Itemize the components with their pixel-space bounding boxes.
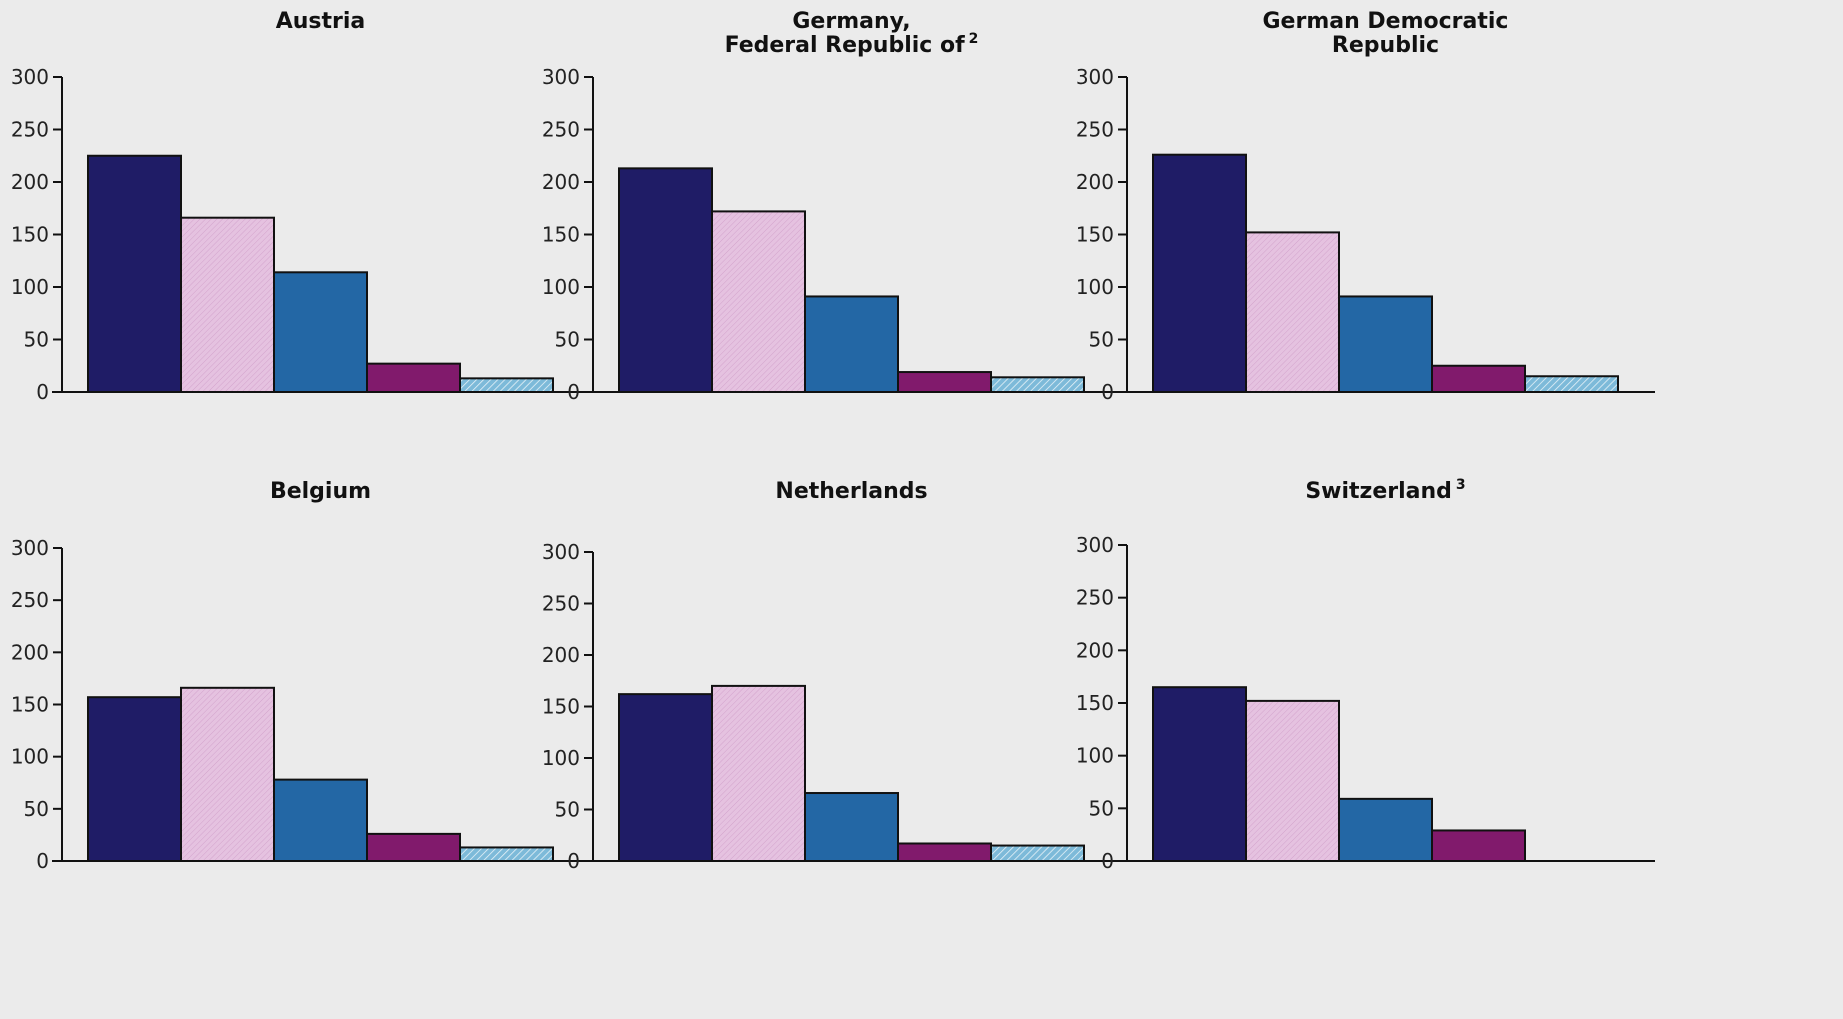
y-tick-label: 0: [567, 849, 580, 873]
y-tick-label: 200: [1076, 638, 1114, 662]
y-tick-label: 0: [567, 380, 580, 404]
bar-category-3: [804, 792, 899, 863]
chart-title-line-2: Republic: [1332, 33, 1439, 58]
chart-title: German Democratic: [1263, 9, 1509, 34]
chart-title: Belgium: [270, 479, 371, 504]
y-tick-label: 150: [11, 693, 49, 717]
y-tick-label: 100: [11, 745, 49, 769]
bar-category-2: [711, 684, 806, 863]
y-tick-label: 50: [24, 797, 49, 821]
y-tick-label: 200: [542, 170, 580, 194]
y-tick-label: 100: [542, 275, 580, 299]
bar-category-1: [618, 693, 713, 863]
bar-category-3: [1338, 295, 1433, 394]
y-tick-label: 200: [11, 170, 49, 194]
bar-category-5: [990, 844, 1085, 862]
y-tick-label: 0: [36, 849, 49, 873]
chart-panel: Austria 0 50 100 150 200 250 300: [11, 9, 590, 404]
y-tick-label: 250: [11, 588, 49, 612]
bar-category-5: [459, 846, 554, 862]
bar-category-1: [1152, 153, 1247, 393]
bar-category-5: [459, 377, 554, 394]
bar-category-5: [1524, 375, 1619, 393]
chart-title: Switzerland 3: [1305, 477, 1465, 504]
chart-panel: Netherlands 0 50 100 150 200 250 300: [542, 479, 1120, 873]
bar-category-2: [1245, 699, 1340, 862]
y-tick-label: 100: [542, 746, 580, 770]
bar-category-4: [366, 362, 461, 393]
y-tick-label: 50: [1089, 796, 1114, 820]
y-tick-label: 50: [24, 328, 49, 352]
y-tick-label: 300: [11, 536, 49, 560]
y-tick-label: 150: [1076, 223, 1114, 247]
bar-category-3: [804, 295, 899, 394]
bar-category-1: [1152, 686, 1247, 863]
chart-title-line-2: Federal Republic of 2: [725, 31, 979, 58]
y-tick-label: 100: [1076, 744, 1114, 768]
bar-category-4: [1431, 829, 1526, 862]
chart-title: Germany,: [792, 9, 910, 34]
y-tick-label: 300: [1076, 65, 1114, 89]
bar-category-2: [1245, 231, 1340, 393]
bar-category-4: [897, 371, 992, 393]
y-tick-label: 300: [542, 65, 580, 89]
bar-category-1: [87, 696, 182, 862]
bar-category-4: [366, 832, 461, 863]
bar-category-1: [87, 154, 182, 393]
y-tick-label: 250: [1076, 586, 1114, 610]
y-tick-label: 150: [1076, 691, 1114, 715]
y-tick-label: 150: [11, 223, 49, 247]
y-tick-label: 200: [1076, 170, 1114, 194]
y-tick-label: 250: [542, 592, 580, 616]
chart-panel: Belgium 0 50 100 150 200 250 300: [11, 479, 590, 873]
y-tick-label: 50: [555, 798, 580, 822]
bar-category-2: [711, 210, 806, 393]
y-tick-label: 50: [555, 328, 580, 352]
bar-category-3: [273, 271, 368, 393]
y-tick-label: 100: [11, 275, 49, 299]
bar-category-4: [1431, 364, 1526, 393]
y-tick-label: 300: [11, 65, 49, 89]
bar-category-2: [180, 686, 275, 862]
y-tick-label: 250: [542, 118, 580, 142]
y-tick-label: 200: [11, 640, 49, 664]
y-tick-label: 250: [11, 118, 49, 142]
bar-category-2: [180, 216, 275, 393]
y-tick-label: 200: [542, 643, 580, 667]
y-tick-label: 300: [542, 540, 580, 564]
bar-category-3: [1338, 797, 1433, 862]
y-tick-label: 150: [542, 223, 580, 247]
y-tick-label: 300: [1076, 533, 1114, 557]
y-tick-label: 0: [1101, 849, 1114, 873]
y-tick-label: 150: [542, 695, 580, 719]
y-tick-label: 0: [1101, 380, 1114, 404]
chart-title: Austria: [276, 9, 366, 34]
title-footnote-marker: 3: [1456, 477, 1466, 493]
y-tick-label: 50: [1089, 328, 1114, 352]
bar-category-5: [990, 376, 1085, 393]
y-tick-label: 0: [36, 380, 49, 404]
bar-category-4: [897, 842, 992, 862]
y-tick-label: 100: [1076, 275, 1114, 299]
bar-category-3: [273, 778, 368, 862]
chart-panel: Switzerland 3 0 50 100 150 200 250 300: [1076, 477, 1655, 873]
y-tick-label: 250: [1076, 118, 1114, 142]
chart-panel: Germany,Federal Republic of 2 0 50 100 150 200…: [542, 9, 1120, 404]
bar-category-1: [618, 167, 713, 393]
chart-title: Netherlands: [775, 479, 927, 504]
title-footnote-marker: 2: [969, 31, 979, 47]
